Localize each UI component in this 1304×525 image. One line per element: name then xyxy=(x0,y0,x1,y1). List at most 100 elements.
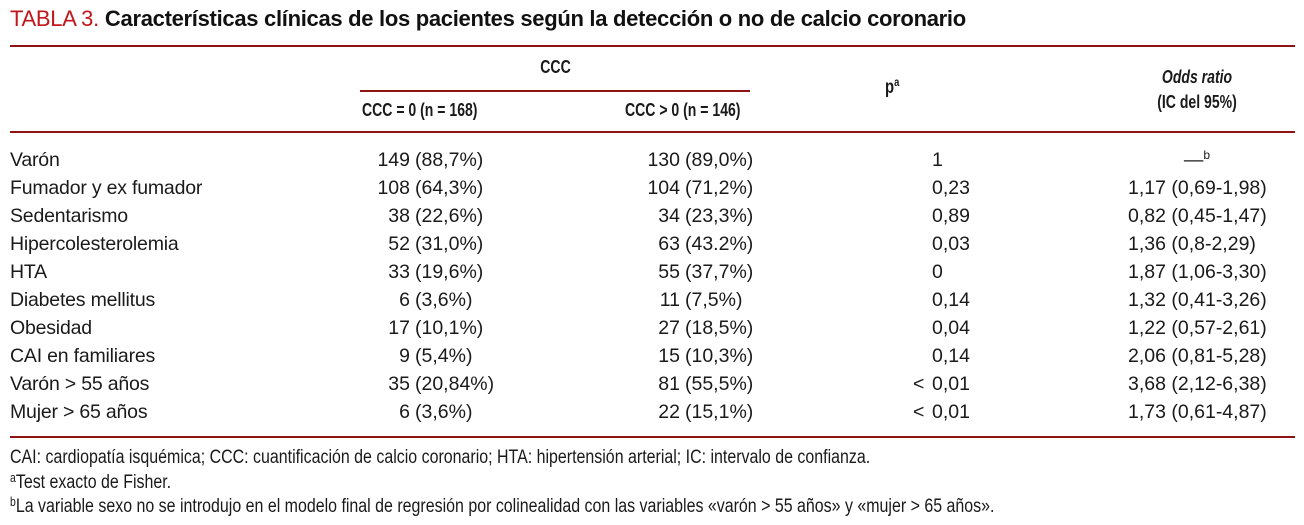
count-value: 17 xyxy=(388,317,410,339)
percent-value: (20,84%) xyxy=(415,373,495,395)
percent-value: (88,7%) xyxy=(415,149,484,171)
ccc0-cell: 108 (64,3%) xyxy=(360,174,560,202)
odds-ratio-value: 1,17 (0,69-1,98) xyxy=(1128,177,1267,199)
ccc0-cell: 6 (3,6%) xyxy=(360,398,560,426)
header-ccc-gt0: CCC > 0 (n = 146) xyxy=(625,100,741,120)
row-label: Hipercolesterolemia xyxy=(10,233,179,255)
percent-value: (23,3%) xyxy=(685,205,754,227)
percent-value: (43.2%) xyxy=(685,233,754,255)
count-value: 33 xyxy=(388,261,410,283)
header-rule xyxy=(10,131,1295,133)
ccc-gt0-cell: 63 (43.2%) xyxy=(560,230,770,258)
p-value: 1 xyxy=(932,149,943,171)
row-label: Sedentarismo xyxy=(10,205,128,227)
p-value-cell: <0,01 xyxy=(770,398,1015,426)
odds-ratio-value: 0,82 (0,45-1,47) xyxy=(1128,205,1267,227)
count-value: 38 xyxy=(388,205,410,227)
odds-ratio-value: — xyxy=(1183,149,1204,171)
header-odds-ratio: Odds ratio (IC del 95%) xyxy=(1157,67,1237,112)
odds-ratio-cell: 0,82 (0,45-1,47) xyxy=(1015,202,1295,230)
footnote-text: aTest exacto de Fisher. xyxy=(10,470,172,493)
count-value: 6 xyxy=(399,401,410,423)
ccc-gt0-cell: 34 (23,3%) xyxy=(560,202,770,230)
table-header: CCC CCC = 0 (n = 168) CCC > 0 (n = 146) … xyxy=(10,47,1295,131)
header-ccc0: CCC = 0 (n = 168) xyxy=(362,100,478,120)
count-value: 22 xyxy=(658,401,680,423)
footnote-marker-a: a xyxy=(894,75,900,89)
count-value: 104 xyxy=(647,177,680,199)
percent-value: (71,2%) xyxy=(685,177,754,199)
count-value: 27 xyxy=(658,317,680,339)
percent-value: (18,5%) xyxy=(685,317,754,339)
footnote-text: bLa variable sexo no se introdujo en el … xyxy=(10,495,995,517)
count-value: 6 xyxy=(399,289,410,311)
ccc-gt0-cell: 11 (7,5%) xyxy=(560,286,770,314)
ccc0-cell: 6 (3,6%) xyxy=(360,286,560,314)
p-value: 0 xyxy=(932,261,943,283)
count-value: 11 xyxy=(659,289,680,311)
table-row: Diabetes mellitus 6 (3,6%) 11 (7,5%) 0,14 1,32… xyxy=(10,286,1295,314)
p-value: 0,01 xyxy=(932,401,970,423)
row-label: Fumador y ex fumador xyxy=(10,177,203,199)
less-than-sign: < xyxy=(913,373,925,395)
p-value-cell: 0,23 xyxy=(770,174,1015,202)
ccc0-cell: 149 (88,7%) xyxy=(360,146,560,174)
percent-value: (55,5%) xyxy=(685,373,754,395)
percent-value: (3,6%) xyxy=(415,289,473,311)
odds-ratio-cell: 1,73 (0,61-4,87) xyxy=(1015,398,1295,426)
count-value: 34 xyxy=(658,205,680,227)
table-row: Sedentarismo 38 (22,6%) 34 (23,3%) 0,89 0,82 (… xyxy=(10,202,1295,230)
percent-value: (64,3%) xyxy=(415,177,484,199)
row-label: Diabetes mellitus xyxy=(10,289,156,311)
p-value-cell: 0 xyxy=(770,258,1015,286)
footnote-text: CAI: cardiopatía isquémica; CCC: cuantif… xyxy=(10,447,871,468)
count-value: 149 xyxy=(377,149,410,171)
row-label: CAI en familiares xyxy=(10,345,156,367)
percent-value: (89,0%) xyxy=(685,149,754,171)
odds-ratio-value: 3,68 (2,12-6,38) xyxy=(1128,373,1267,395)
ccc-gt0-cell: 27 (18,5%) xyxy=(560,314,770,342)
table-row: Hipercolesterolemia 52 (31,0%) 63 (43.2%) 0,0… xyxy=(10,230,1295,258)
odds-ratio-cell: 1,36 (0,8-2,29) xyxy=(1015,230,1295,258)
ccc-span-rule xyxy=(360,90,750,92)
p-value: 0,89 xyxy=(932,205,970,227)
header-p: pa xyxy=(885,75,900,98)
percent-value: (3,6%) xyxy=(415,401,473,423)
p-value-cell: 0,14 xyxy=(770,286,1015,314)
count-value: 52 xyxy=(388,233,410,255)
ccc0-cell: 35 (20,84%) xyxy=(360,370,560,398)
count-value: 15 xyxy=(658,345,680,367)
percent-value: (10,3%) xyxy=(685,345,754,367)
percent-value: (5,4%) xyxy=(415,345,473,367)
footnote-marker: a xyxy=(10,470,16,485)
table-row: CAI en familiares 9 (5,4%) 15 (10,3%) 0,14 2,0… xyxy=(10,342,1295,370)
count-value: 81 xyxy=(658,373,680,395)
percent-value: (7,5%) xyxy=(685,289,743,311)
header-group-ccc: CCC xyxy=(539,57,571,77)
row-label: Varón > 55 años xyxy=(10,373,150,395)
odds-ratio-value: 1,22 (0,57-2,61) xyxy=(1128,317,1267,339)
footnote-line: CAI: cardiopatía isquémica; CCC: cuantif… xyxy=(10,446,1300,471)
table-row: HTA 33 (19,6%) 55 (37,7%) 0 1,87 (1,06-3,30) xyxy=(10,258,1295,286)
p-value: 0,03 xyxy=(932,233,970,255)
odds-ratio-value: 2,06 (0,81-5,28) xyxy=(1128,345,1267,367)
percent-value: (22,6%) xyxy=(415,205,484,227)
table-row: Fumador y ex fumador 108 (64,3%) 104 (71,2%)… xyxy=(10,174,1295,202)
table-number: TABLA 3. xyxy=(10,6,99,31)
ccc0-cell: 9 (5,4%) xyxy=(360,342,560,370)
percent-value: (19,6%) xyxy=(415,261,484,283)
p-value: 0,23 xyxy=(932,177,970,199)
ccc-gt0-cell: 22 (15,1%) xyxy=(560,398,770,426)
row-label: HTA xyxy=(10,261,47,283)
count-value: 130 xyxy=(647,149,680,171)
ccc-gt0-cell: 104 (71,2%) xyxy=(560,174,770,202)
ccc-gt0-cell: 81 (55,5%) xyxy=(560,370,770,398)
count-value: 55 xyxy=(658,261,680,283)
odds-ratio-value: 1,87 (1,06-3,30) xyxy=(1128,261,1267,283)
ccc-gt0-cell: 55 (37,7%) xyxy=(560,258,770,286)
percent-value: (10,1%) xyxy=(415,317,484,339)
p-value-cell: 0,14 xyxy=(770,342,1015,370)
table-row: Obesidad 17 (10,1%) 27 (18,5%) 0,04 1,22 (0,57… xyxy=(10,314,1295,342)
ccc-gt0-cell: 130 (89,0%) xyxy=(560,146,770,174)
